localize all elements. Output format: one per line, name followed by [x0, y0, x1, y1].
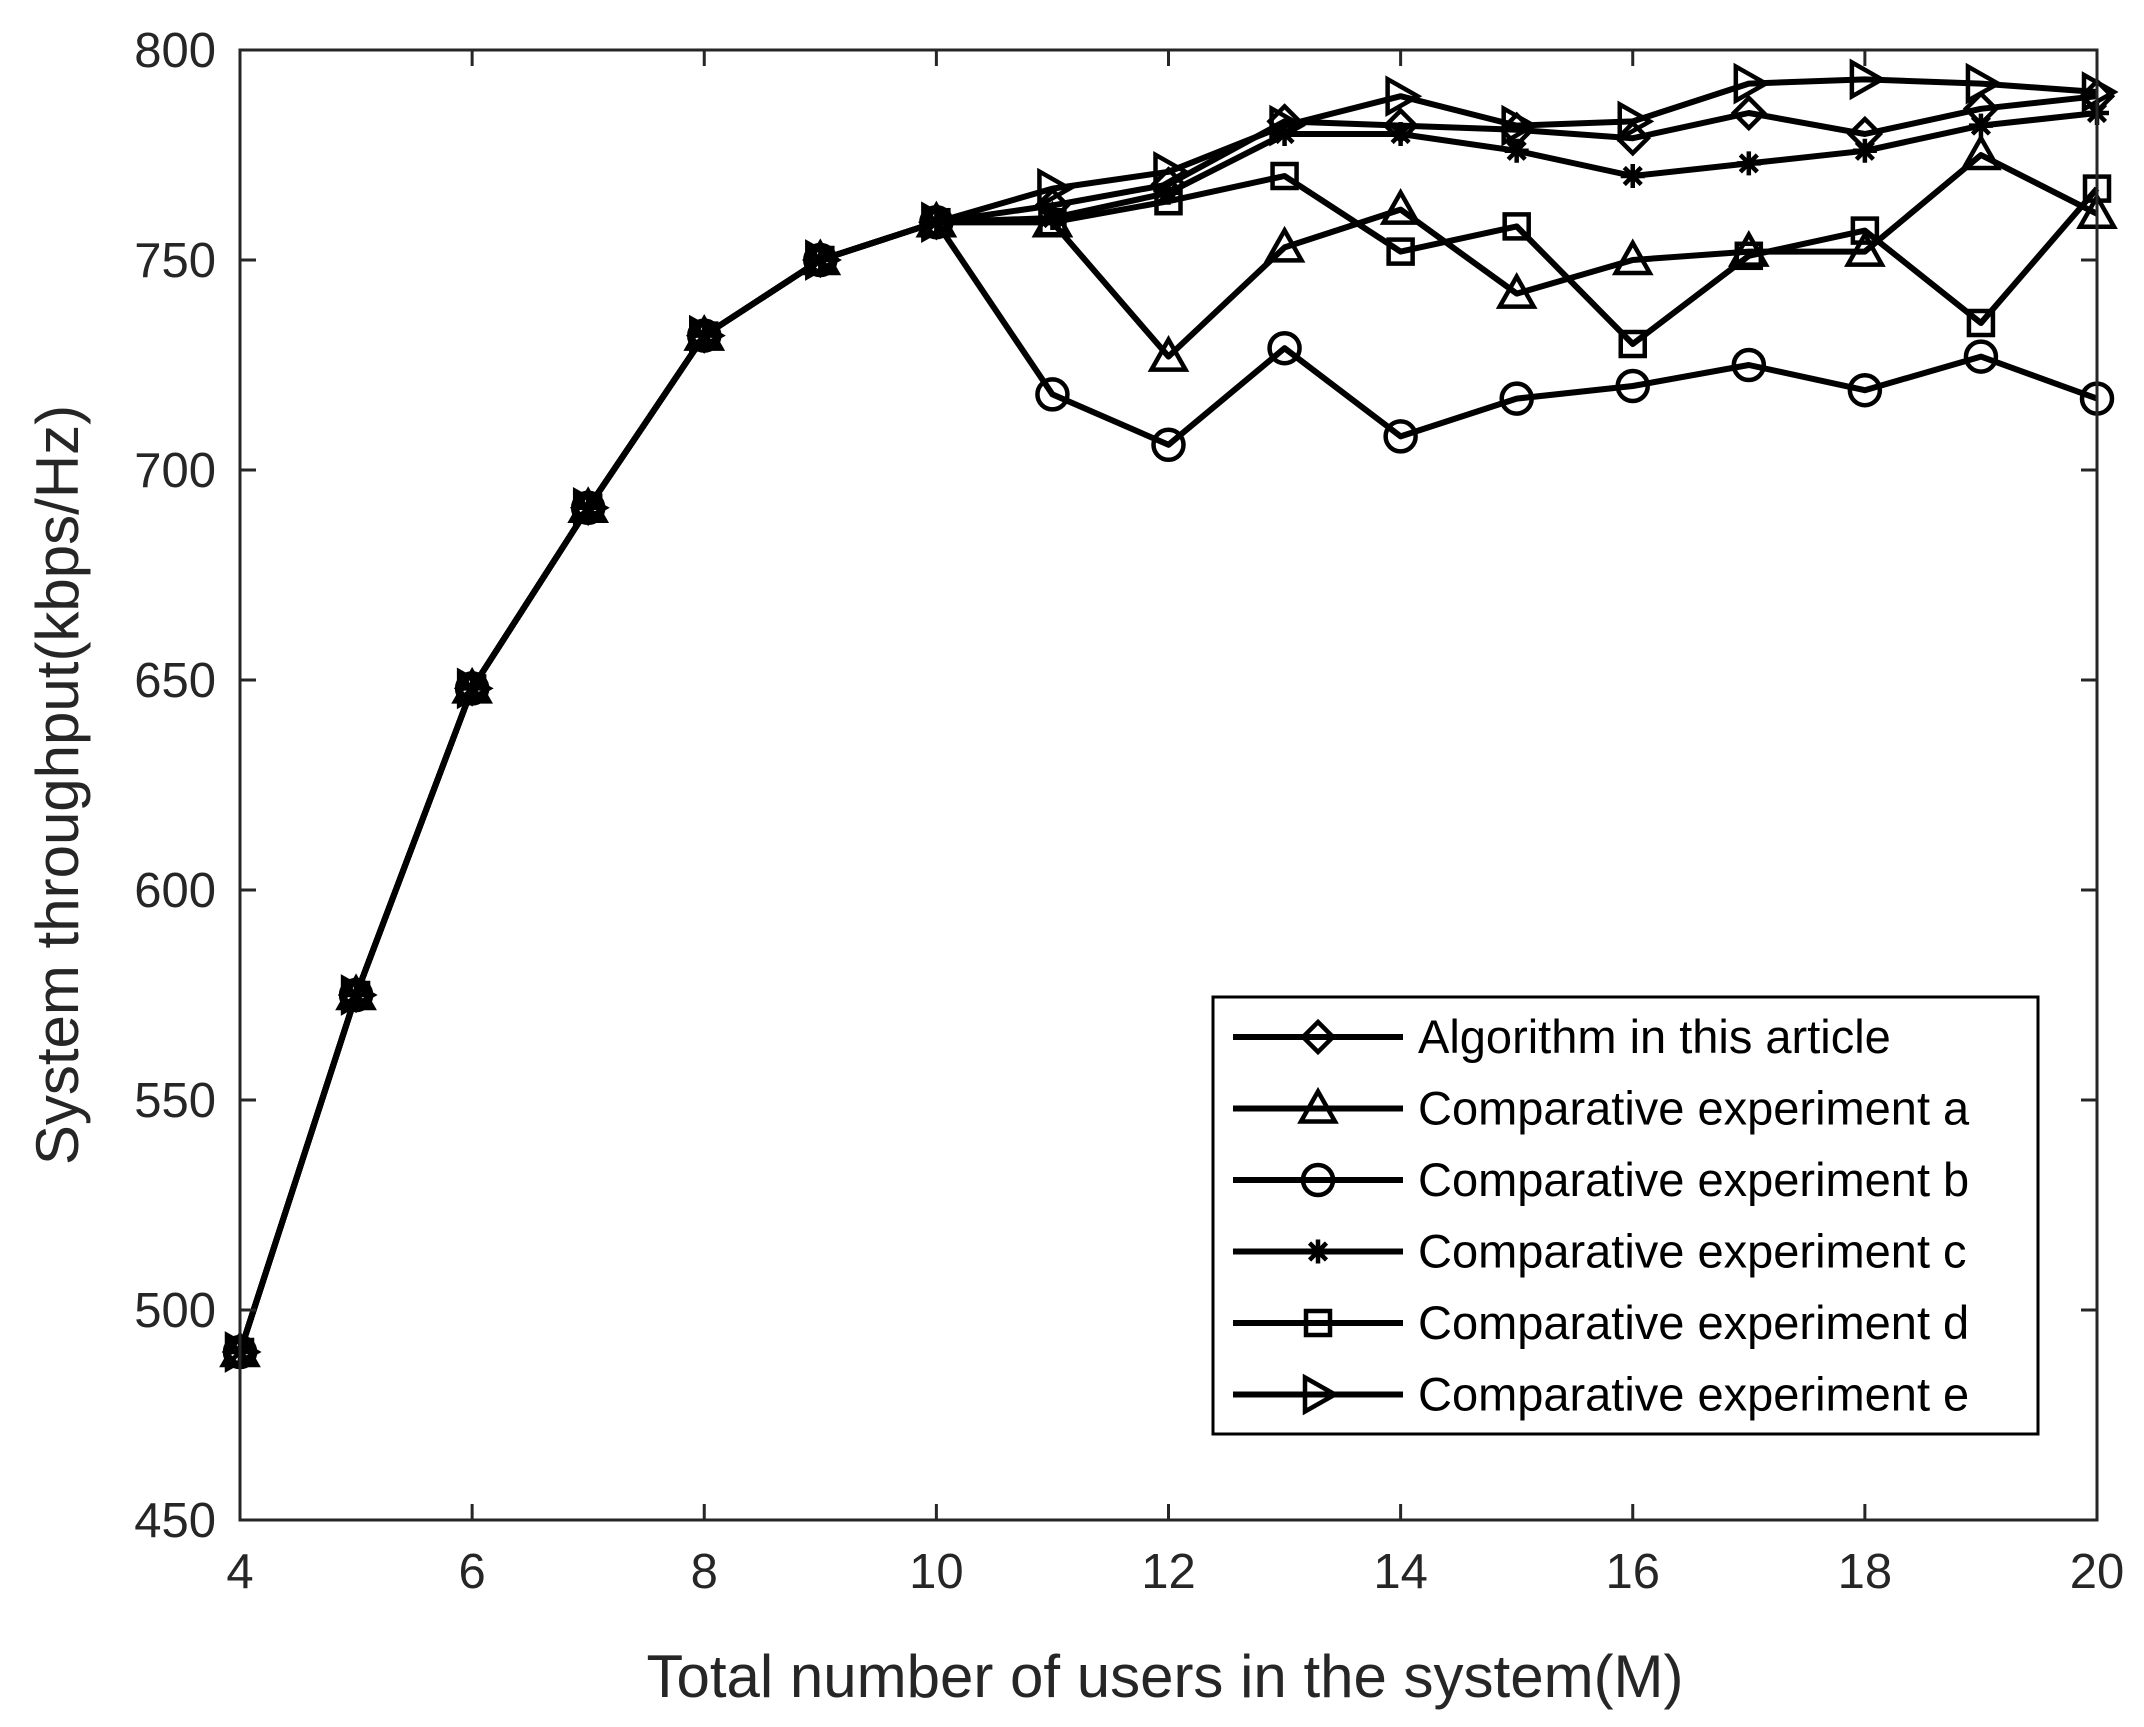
legend-label: Comparative experiment a: [1418, 1082, 1970, 1135]
data-point: [1270, 161, 1299, 191]
data-point: [1844, 230, 1886, 267]
legend-label: Algorithm in this article: [1418, 1010, 1891, 1063]
data-point: [1383, 419, 1418, 454]
y-tick-label: 750: [134, 234, 216, 288]
data-point: [1965, 62, 2003, 105]
data-point: [1501, 104, 1539, 147]
data-point: [1147, 335, 1190, 372]
data-point: [1151, 427, 1186, 463]
data-point: [1852, 138, 1877, 163]
data-point: [1730, 94, 1767, 132]
data-point: [1386, 237, 1415, 266]
data-point: [1963, 339, 1999, 374]
data-point: [1154, 186, 1183, 216]
data-point: [1849, 58, 1887, 101]
data-point: [1611, 238, 1654, 276]
data-point: [921, 201, 958, 244]
y-tick-label: 550: [134, 1074, 216, 1128]
y-axis-title: System throughput(kbps/Hz): [24, 405, 91, 1165]
data-point: [1379, 188, 1422, 225]
x-tick-label: 10: [909, 1545, 964, 1599]
series-layer: [219, 58, 2119, 1373]
legend-marker: [1306, 1239, 1330, 1264]
data-point: [1727, 230, 1770, 267]
data-point: [1618, 329, 1647, 359]
y-tick-label: 650: [134, 654, 216, 708]
data-point: [1736, 151, 1761, 176]
data-point: [1035, 377, 1070, 412]
data-point: [689, 314, 726, 357]
data-point: [1038, 207, 1067, 237]
data-point: [1620, 164, 1645, 188]
x-tick-label: 12: [1141, 1545, 1196, 1599]
data-point: [1968, 113, 1993, 138]
data-point: [1504, 138, 1529, 163]
legend-label: Comparative experiment c: [1418, 1225, 1967, 1278]
x-tick-label: 14: [1373, 1545, 1428, 1599]
data-point: [1040, 206, 1065, 230]
legend-label: Comparative experiment e: [1418, 1368, 1969, 1421]
legend-box: [1211, 995, 2040, 1436]
data-point: [1615, 368, 1650, 404]
x-axis-title: Total number of users in the system(M): [646, 1643, 1683, 1710]
legend: Algorithm in this article Comparative exp…: [1211, 995, 2040, 1436]
legend-marker: [1299, 1018, 1337, 1056]
x-tick-label: 4: [226, 1545, 253, 1599]
data-point: [1847, 372, 1883, 408]
x-tick-label: 6: [458, 1545, 485, 1599]
legend-label: Comparative experiment d: [1418, 1296, 1969, 1349]
y-tick-label: 600: [134, 864, 216, 918]
data-point: [1156, 180, 1181, 205]
data-point: [1269, 104, 1307, 147]
legend-marker: [1300, 1162, 1336, 1198]
data-point: [1037, 167, 1075, 210]
legend-item: Comparative experiment a: [1233, 1082, 1970, 1135]
legend-item: Comparative experiment e: [1233, 1368, 1969, 1421]
legend-marker: [1297, 1086, 1339, 1124]
x-tick-label: 18: [1838, 1545, 1893, 1599]
data-point: [1966, 308, 1996, 338]
data-point: [456, 667, 494, 710]
data-point: [805, 239, 842, 281]
x-tick-label: 8: [691, 1545, 718, 1599]
legend-label: Comparative experiment b: [1418, 1153, 1969, 1206]
legend-item: Algorithm in this article: [1233, 1010, 1891, 1063]
data-point: [1731, 347, 1767, 383]
legend-item: Comparative experiment d: [1233, 1296, 1969, 1349]
legend-marker: [1303, 1308, 1333, 1338]
data-point: [2081, 71, 2119, 113]
legend-marker: [1302, 1373, 1340, 1416]
data-point: [1385, 75, 1423, 118]
data-point: [1502, 212, 1531, 241]
y-tick-label: 500: [134, 1284, 216, 1338]
data-point: [1733, 62, 1771, 105]
x-tick-label: 20: [2070, 1545, 2125, 1599]
data-point: [1263, 225, 1306, 263]
data-point: [1960, 133, 2002, 171]
data-point: [1499, 381, 1534, 416]
data-point: [1734, 241, 1764, 271]
data-point: [224, 1331, 262, 1373]
data-point: [572, 486, 610, 529]
x-tick-label: 16: [1605, 1545, 1660, 1599]
data-point: [1617, 100, 1655, 143]
y-tick-label: 800: [134, 24, 216, 78]
data-point: [1388, 122, 1413, 146]
y-tick-label: 450: [134, 1494, 216, 1548]
y-tick-label: 700: [134, 444, 216, 498]
data-point: [1614, 120, 1651, 157]
axes-layer: 4 6 8 10 12 14 16 18 20 450 500 550 600 650 700 750 800: [134, 24, 2124, 1599]
data-point: [1267, 330, 1302, 366]
legend-item: Comparative experiment c: [1233, 1225, 1967, 1278]
legend-item: Comparative experiment b: [1233, 1153, 1969, 1206]
series-5: [224, 58, 2119, 1373]
data-point: [1495, 272, 1538, 309]
data-point: [340, 974, 378, 1016]
data-point: [1850, 216, 1880, 245]
data-point: [1153, 150, 1191, 193]
series-line: [237, 76, 2098, 1353]
